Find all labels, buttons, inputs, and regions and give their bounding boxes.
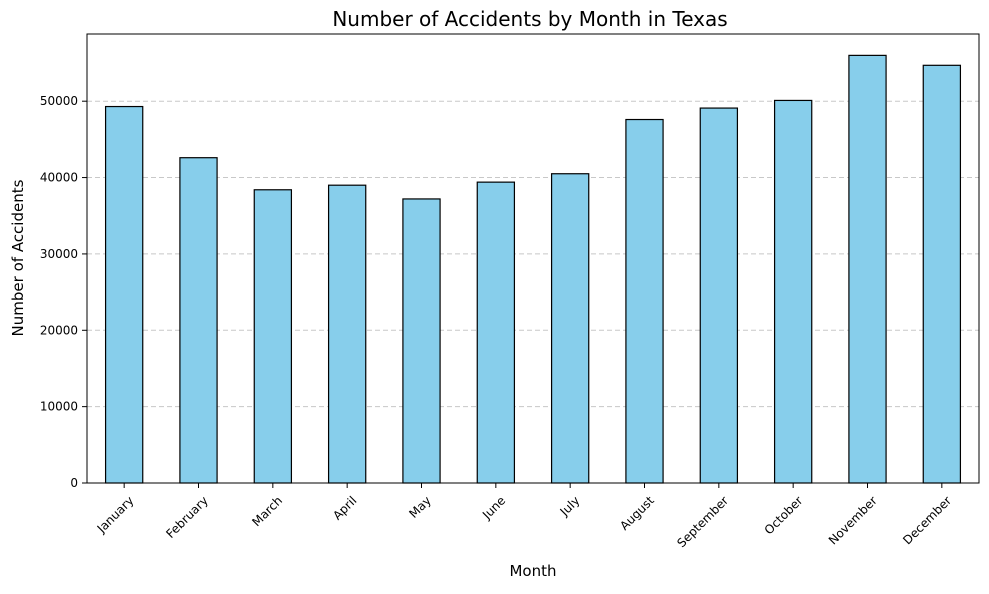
x-tick-label: July <box>557 493 583 519</box>
bar-february <box>179 157 218 484</box>
grid-lines <box>87 100 979 408</box>
bars <box>104 54 962 484</box>
axes <box>86 33 980 484</box>
bar-august <box>625 118 664 484</box>
y-axis-label: Number of Accidents <box>9 179 27 336</box>
y-tick-label: 20000 <box>40 323 78 337</box>
bar-september <box>699 107 739 484</box>
x-tick-label: April <box>330 493 359 522</box>
y-tick-label: 50000 <box>40 94 78 108</box>
y-tick-label: 0 <box>70 476 78 490</box>
bar-january <box>104 105 144 484</box>
bar-march <box>253 189 293 484</box>
x-tick-label: May <box>406 493 433 520</box>
chart-title: Number of Accidents by Month in Texas <box>332 7 727 31</box>
x-tick-label: November <box>826 493 880 547</box>
bar-may <box>402 198 441 484</box>
bar-november <box>848 54 887 484</box>
x-tick-label: January <box>94 493 137 536</box>
x-tick-label: February <box>163 493 211 541</box>
y-tick-label: 40000 <box>40 171 78 185</box>
x-tick-label: December <box>900 493 954 547</box>
x-axis-label: Month <box>509 562 556 580</box>
y-tick-label: 30000 <box>40 247 78 261</box>
x-tick-label: March <box>249 493 285 529</box>
bar-july <box>550 173 590 484</box>
bar-october <box>773 99 813 484</box>
bar-december <box>922 64 962 484</box>
x-tick-label: September <box>674 493 731 550</box>
x-tick-label: October <box>762 493 806 537</box>
bar-june <box>476 181 516 484</box>
bar-april <box>327 184 367 484</box>
y-tick-label: 10000 <box>40 400 78 414</box>
x-tick-label: June <box>479 493 508 522</box>
plot-frame <box>86 33 980 484</box>
x-tick-label: August <box>617 493 657 533</box>
